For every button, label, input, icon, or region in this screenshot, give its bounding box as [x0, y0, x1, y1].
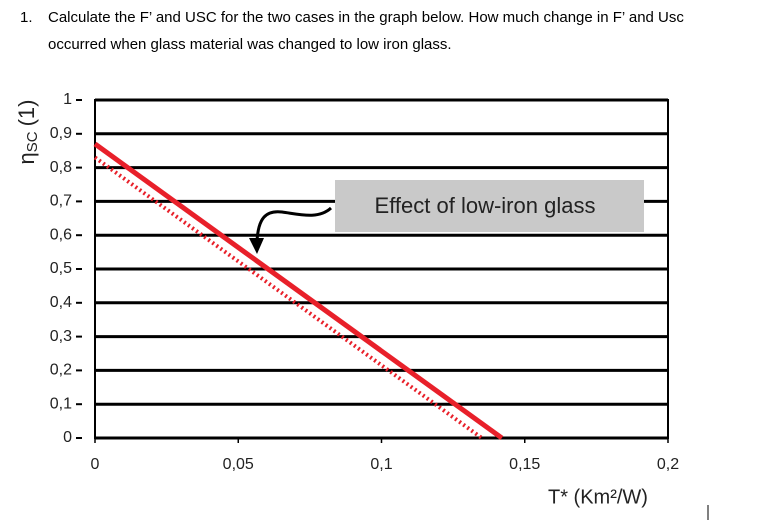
x-tick-label: 0,15	[509, 456, 540, 473]
y-tick-label: 0,1	[50, 395, 72, 412]
y-tick-label: 0,5	[50, 260, 72, 277]
y-tick-label: 0,7	[50, 193, 72, 210]
y-axis-label: ηSC (1)	[14, 100, 41, 165]
series-line	[93, 141, 504, 441]
y-tick-label: 0,2	[50, 362, 72, 379]
question-number: 1.	[20, 9, 33, 26]
y-tick-label: 0	[63, 429, 72, 446]
x-tick-label: 0,1	[370, 456, 392, 473]
y-tick-label: 0,9	[50, 125, 72, 142]
y-tick-label: 0,6	[50, 226, 72, 243]
y-tick-label: 0,4	[50, 294, 72, 311]
y-tick-label: 1	[63, 91, 72, 108]
annotation-box	[335, 180, 644, 232]
y-label-subscript: SC	[24, 131, 41, 152]
x-axis-label: T* (Km²/W)	[548, 486, 648, 508]
x-tick-label: 0,05	[223, 456, 254, 473]
x-tick-label: 0	[91, 456, 100, 473]
annotation-text: Effect of low-iron glass	[375, 193, 596, 218]
y-tick-label: 0,3	[50, 328, 72, 345]
x-tick-label: 0,2	[657, 456, 679, 473]
y-label-unit: (1)	[14, 100, 39, 127]
y-tick-label: 0,8	[50, 159, 72, 176]
question-text: Calculate the F’ and USC for the two cas…	[48, 9, 684, 26]
arrow-head	[249, 238, 264, 254]
y-label-symbol: η	[14, 152, 39, 164]
question-text: occurred when glass material was changed…	[48, 36, 452, 53]
annotation-arrow	[255, 206, 333, 243]
